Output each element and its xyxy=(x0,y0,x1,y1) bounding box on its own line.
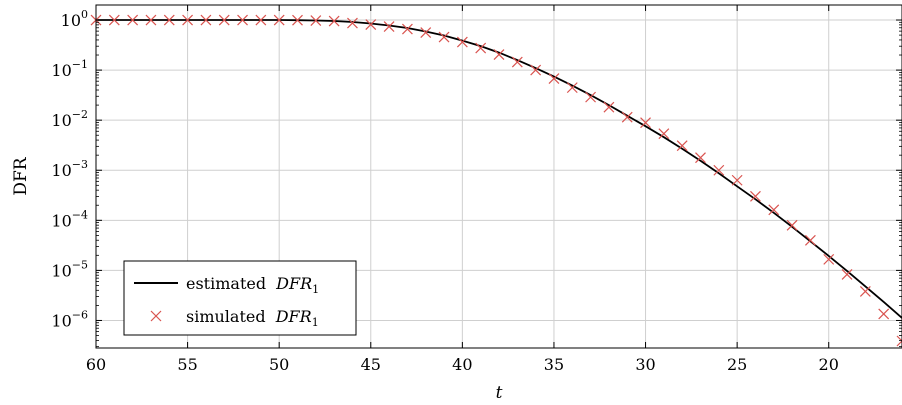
simulated-point xyxy=(621,111,633,123)
simulated-point xyxy=(292,14,303,26)
simulated-point xyxy=(255,14,267,26)
legend-label-estimated-sub: 1 xyxy=(312,283,319,296)
simulated-point xyxy=(438,31,450,43)
x-tick-label: 40 xyxy=(452,355,472,374)
simulated-point xyxy=(859,285,871,297)
y-tick-base: 10 xyxy=(51,261,71,280)
simulated-point xyxy=(841,268,853,280)
x-tick-label: 20 xyxy=(819,355,839,374)
x-tick-label: 50 xyxy=(269,355,289,374)
simulated-point xyxy=(493,49,505,60)
y-tick-base: 10 xyxy=(51,61,71,80)
x-tick-label: 35 xyxy=(544,355,564,374)
legend-label-simulated-math: DFR xyxy=(275,307,312,326)
y-tick-label: 10−4 xyxy=(51,208,88,230)
simulated-point xyxy=(365,19,377,30)
y-tick-exponent: −1 xyxy=(72,58,88,71)
x-tick-label: 60 xyxy=(86,355,106,374)
grid xyxy=(95,5,902,348)
simulated-point xyxy=(658,128,670,140)
x-axis-label: t xyxy=(496,383,503,403)
simulated-point xyxy=(456,36,468,48)
legend: estimated DFR1 simulated DFR1 xyxy=(123,260,357,336)
simulated-point xyxy=(750,190,761,202)
simulated-point xyxy=(127,14,139,26)
simulated-point xyxy=(713,164,725,176)
y-tick-base: 10 xyxy=(51,161,71,180)
y-tick-exponent: −4 xyxy=(72,208,88,221)
simulated-point xyxy=(218,14,230,26)
y-tick-exponent: −3 xyxy=(72,158,88,171)
x-tick-label: 55 xyxy=(177,355,197,374)
simulated-point xyxy=(108,14,120,26)
x-tick-label: 45 xyxy=(361,355,381,374)
simulated-point xyxy=(878,308,890,320)
y-tick-label: 10−6 xyxy=(51,308,88,330)
simulated-point xyxy=(511,56,523,68)
legend-box xyxy=(123,260,357,336)
x-tick-label: 25 xyxy=(727,355,747,374)
simulated-point xyxy=(310,15,322,26)
y-axis-label: DFR xyxy=(11,156,31,195)
legend-x-marker xyxy=(150,310,162,322)
legend-label-simulated-word: simulated xyxy=(186,307,266,326)
simulated-point xyxy=(145,14,157,26)
simulated-point xyxy=(585,91,597,103)
simulated-point xyxy=(347,17,358,29)
simulated-point xyxy=(804,234,816,246)
simulated-point xyxy=(530,64,542,76)
x-tick-label: 30 xyxy=(635,355,655,374)
y-tick-label: 10−5 xyxy=(51,258,88,280)
y-tick-exponent: −2 xyxy=(72,108,88,121)
legend-label-simulated-sub: 1 xyxy=(312,316,319,329)
legend-label-estimated-word: estimated xyxy=(186,274,266,293)
simulated-point xyxy=(768,204,780,216)
y-tick-exponent: −6 xyxy=(72,308,88,321)
simulated-point xyxy=(695,152,706,164)
simulated-point xyxy=(731,174,743,186)
simulated-point xyxy=(163,14,175,26)
estimated-line xyxy=(96,19,902,319)
y-tick-label: 10−3 xyxy=(51,158,88,180)
axis-ticks: 60 55 50 45 40 35 30 25 2010010−110−210−310−410−… xyxy=(51,5,902,374)
plot-frame xyxy=(95,4,902,349)
y-tick-exponent: 0 xyxy=(81,8,88,21)
y-tick-base: 10 xyxy=(51,211,71,230)
legend-label-estimated: estimated DFR1 xyxy=(186,274,319,296)
y-tick-label: 10−2 xyxy=(51,108,88,130)
y-tick-base: 10 xyxy=(51,111,71,130)
simulated-point xyxy=(401,23,413,35)
simulated-point xyxy=(182,14,194,26)
y-tick-exponent: −5 xyxy=(72,258,88,271)
simulated-point xyxy=(273,14,285,26)
simulated-point xyxy=(823,253,835,265)
legend-label-simulated: simulated DFR1 xyxy=(186,307,319,329)
legend-label-estimated-math: DFR xyxy=(275,274,312,293)
simulated-point xyxy=(475,42,487,54)
simulated-point xyxy=(200,14,212,26)
simulated-point xyxy=(566,82,578,94)
plot-series xyxy=(90,14,902,347)
y-tick-base: 10 xyxy=(51,311,71,330)
simulated-point xyxy=(676,140,688,152)
simulated-point xyxy=(640,117,651,129)
simulated-point xyxy=(237,14,248,26)
simulated-point xyxy=(383,21,395,32)
y-tick-label: 100 xyxy=(61,8,88,30)
simulated-point xyxy=(328,15,340,27)
y-tick-base: 10 xyxy=(61,11,81,30)
y-tick-label: 10−1 xyxy=(51,58,88,80)
simulated-point xyxy=(896,335,902,347)
simulated-point xyxy=(548,73,560,85)
simulated-point xyxy=(603,101,615,113)
simulated-point xyxy=(420,27,432,38)
simulated-point xyxy=(786,219,798,231)
